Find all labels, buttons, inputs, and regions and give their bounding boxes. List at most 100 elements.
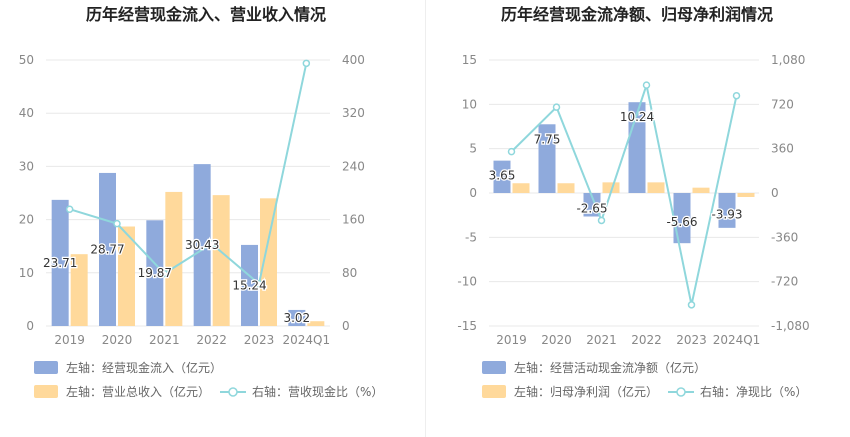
bar-secondary: [212, 195, 230, 326]
x-tick-label: 2022: [196, 333, 227, 347]
x-tick-label: 2024Q1: [283, 333, 331, 347]
legend-swatch: [482, 361, 506, 374]
x-tick-label: 2024Q1: [713, 333, 761, 347]
bar-secondary: [602, 182, 620, 193]
data-label: -2.65: [576, 202, 607, 216]
y-right-tick-label: 720: [771, 97, 794, 111]
bar-primary: [583, 193, 601, 217]
bar-secondary: [70, 254, 88, 326]
chart-net-cashflow-profit: 历年经营现金流净额、归母净利润情况 15 10 5 0 -5 -10 -15 1,080 720 3…: [457, 5, 809, 399]
data-label: 15.24: [232, 278, 266, 292]
bar-secondary: [647, 182, 665, 193]
y-left-tick-label: 20: [19, 213, 34, 227]
legend-label: 左轴：经营现金流入（亿元）: [66, 360, 222, 375]
data-label: 28.77: [90, 242, 124, 256]
bar-primary: [288, 309, 306, 326]
series-line: [510, 81, 738, 306]
line-point: [65, 205, 74, 213]
line-point: [302, 59, 311, 68]
y-left-tick-label: -15: [457, 319, 477, 333]
bar-secondary: [737, 193, 755, 197]
y-left-tick-label: 0: [469, 186, 477, 200]
data-label: -3.93: [711, 207, 742, 221]
line-point: [597, 216, 606, 225]
bar-primary: [538, 124, 556, 193]
bar-secondary: [692, 187, 710, 193]
legend-swatch: [34, 385, 58, 398]
data-label: 19.87: [138, 266, 172, 280]
legend-marker: [228, 387, 238, 397]
line-point: [507, 147, 516, 156]
x-tick-label: 2020: [541, 333, 572, 347]
data-label: 3.65: [489, 169, 516, 183]
y-left-tick-label: 15: [462, 53, 477, 67]
x-tick-label: 2023: [676, 333, 707, 347]
legend-label: 左轴：营业总收入（亿元）: [66, 384, 210, 399]
data-label: 3.02: [283, 311, 310, 325]
y-left-tick-label: 10: [19, 266, 34, 280]
bar-secondary: [307, 321, 325, 326]
y-left-tick-label: -5: [465, 230, 477, 244]
y-right-tick-label: 0: [342, 319, 350, 333]
bar-secondary: [118, 226, 135, 326]
legend-label: 右轴：净现比（%）: [700, 384, 807, 399]
bar-primary: [673, 193, 691, 244]
legend-label: 左轴：经营活动现金流净额（亿元）: [514, 360, 706, 375]
line-point: [642, 81, 651, 89]
legend-swatch: [482, 385, 506, 398]
y-right-tick-label: 320: [342, 106, 365, 120]
line-point: [113, 219, 121, 228]
y-right-tick-label: -360: [771, 230, 798, 244]
y-left-tick-label: 0: [26, 319, 34, 333]
x-tick-label: 2019: [54, 333, 85, 347]
data-label: 23.71: [43, 256, 77, 270]
legend-marker: [676, 387, 686, 397]
line-point: [687, 301, 696, 309]
bar-secondary: [557, 183, 575, 193]
y-right-tick-label: 1,080: [771, 53, 805, 67]
x-tick-label: 2019: [496, 333, 527, 347]
data-label: 7.75: [534, 132, 561, 146]
bar-secondary: [165, 191, 183, 326]
x-tick-label: 2021: [586, 333, 617, 347]
chart-divider: [425, 0, 426, 437]
line-point: [255, 280, 263, 288]
bar-secondary: [512, 183, 530, 193]
data-label: 10.24: [620, 110, 654, 124]
y-left-tick-label: 5: [469, 142, 477, 156]
bar-secondary: [260, 198, 277, 326]
bar-primary: [718, 193, 736, 228]
bar-primary: [99, 172, 116, 326]
legend-label: 右轴：营收现金比（%）: [252, 384, 383, 399]
legend-swatch: [34, 361, 58, 374]
bar-primary: [493, 160, 511, 193]
chart-title: 历年经营现金流净额、归母净利润情况: [501, 5, 773, 24]
data-label: 30.43: [185, 238, 219, 252]
bar-primary: [241, 244, 258, 326]
x-tick-label: 2023: [244, 333, 275, 347]
bar-primary: [146, 220, 164, 326]
line-point: [552, 103, 561, 111]
bar-primary: [193, 164, 211, 326]
y-right-tick-label: -720: [771, 275, 798, 289]
y-right-tick-label: 160: [342, 213, 365, 227]
y-left-tick-label: -10: [457, 275, 477, 289]
series-line: [69, 63, 308, 286]
line-point: [732, 91, 741, 100]
y-right-tick-label: 0: [771, 186, 779, 200]
x-tick-label: 2022: [631, 333, 662, 347]
y-left-tick-label: 10: [462, 97, 477, 111]
y-right-tick-label: 240: [342, 159, 365, 173]
y-left-tick-label: 50: [19, 53, 34, 67]
chart-cash-inflow-revenue: 历年经营现金流入、营业收入情况 0 10 20 30 40 50 0 80 160 240 320 40…: [19, 5, 384, 399]
x-tick-label: 2021: [149, 333, 180, 347]
bar-primary: [51, 199, 69, 326]
chart-title: 历年经营现金流入、营业收入情况: [86, 5, 326, 24]
y-left-tick-label: 30: [19, 159, 34, 173]
x-tick-label: 2020: [102, 333, 133, 347]
y-right-tick-label: 80: [342, 266, 357, 280]
data-label: -5.66: [666, 215, 697, 229]
line-point: [160, 269, 169, 278]
legend-label: 左轴：归母净利润（亿元）: [514, 384, 658, 399]
